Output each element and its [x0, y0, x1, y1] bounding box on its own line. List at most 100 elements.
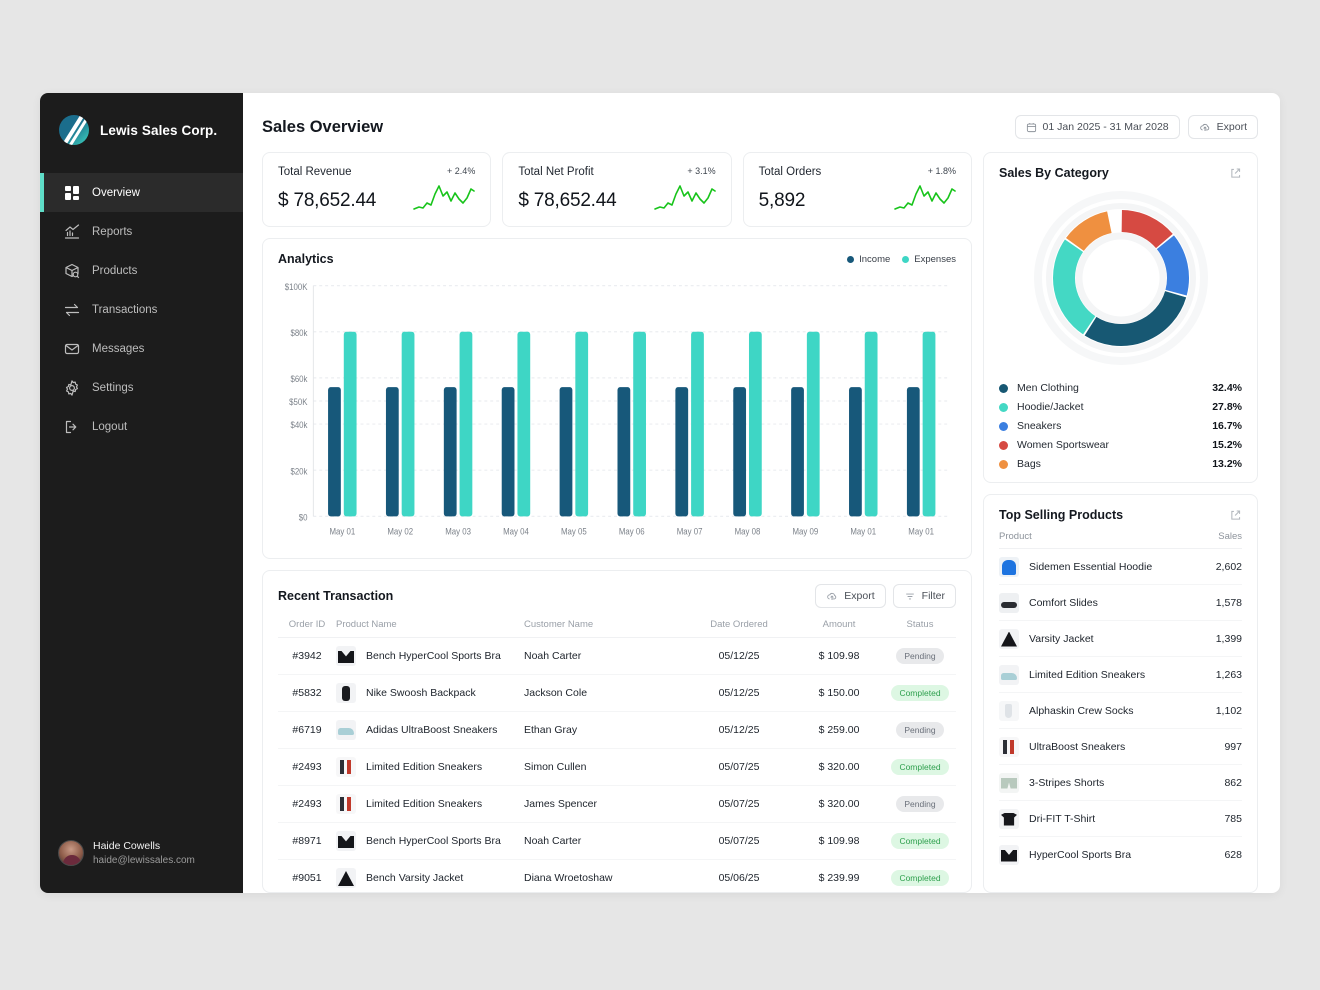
date-range-picker[interactable]: 01 Jan 2025 - 31 Mar 2028 [1014, 115, 1180, 139]
transactions-body: #3942 Bench HyperCool Sports Bra Noah Cart… [278, 637, 956, 893]
list-item[interactable]: HyperCool Sports Bra 628 [999, 837, 1242, 873]
svg-text:May 08: May 08 [735, 526, 761, 537]
date-ordered: 05/07/25 [684, 822, 794, 860]
order-id: #6719 [278, 711, 336, 749]
brand-name: Lewis Sales Corp. [100, 122, 218, 138]
svg-text:May 01: May 01 [908, 526, 934, 537]
external-link-icon[interactable] [1229, 509, 1242, 522]
export-button[interactable]: Export [1187, 115, 1258, 139]
table-row[interactable]: #3942 Bench HyperCool Sports Bra Noah Cart… [278, 637, 956, 675]
kpi-body: $ 78,652.44 [278, 182, 476, 212]
kpi-row: Total Revenue + 2.4% $ 78,652.44 Total Net … [262, 152, 972, 227]
svg-text:$100K: $100K [285, 281, 308, 292]
status-badge: Pending [896, 722, 944, 738]
sales-by-category-card: Sales By Category Men Clothing 32.4% Hoodi… [983, 152, 1258, 483]
kpi-value: $ 78,652.44 [278, 190, 377, 211]
product-cell: Alphaskin Crew Socks [999, 692, 1207, 729]
list-item[interactable]: Sidemen Essential Hoodie 2,602 [999, 548, 1242, 585]
table-row[interactable]: #2493 Limited Edition Sneakers James Spenc… [278, 785, 956, 823]
sidebar-item-messages[interactable]: Messages [40, 329, 243, 368]
dashboard-window: Lewis Sales Corp. Overview Reports Product… [40, 93, 1280, 893]
analytics-legend: Income Expenses [847, 254, 956, 265]
customer-name: Noah Carter [524, 637, 684, 675]
status-cell: Completed [884, 822, 956, 860]
sidebar-item-overview[interactable]: Overview [40, 173, 243, 212]
kpi-delta: + 1.8% [927, 166, 956, 176]
user-email: haide@lewissales.com [93, 854, 195, 866]
brand[interactable]: Lewis Sales Corp. [40, 93, 243, 167]
svg-text:$40k: $40k [290, 420, 308, 431]
recent-transactions-card: Recent Transaction Export [262, 570, 972, 893]
status-cell: Completed [884, 674, 956, 712]
transactions-export-button[interactable]: Export [815, 584, 886, 608]
legend-color-dot [999, 459, 1008, 469]
transactions-table: Order ID Product Name Customer Name Date Or… [278, 619, 956, 893]
sidebar: Lewis Sales Corp. Overview Reports Product… [40, 93, 243, 893]
status-cell: Completed [884, 859, 956, 893]
sidebar-user[interactable]: Haide Cowells haide@lewissales.com [40, 839, 243, 893]
table-row[interactable]: #5832 Nike Swoosh Backpack Jackson Cole 05/… [278, 674, 956, 712]
list-item[interactable]: Limited Edition Sneakers 1,263 [999, 656, 1242, 693]
product-name: UltraBoost Sneakers [1029, 740, 1126, 753]
list-item[interactable]: UltraBoost Sneakers 997 [999, 728, 1242, 765]
export-label: Export [1216, 121, 1247, 133]
product-name: Varsity Jacket [1029, 632, 1094, 645]
kpi-delta: + 2.4% [447, 166, 476, 176]
sidebar-item-logout[interactable]: Logout [40, 407, 243, 446]
kpi-card: Total Revenue + 2.4% $ 78,652.44 [262, 152, 492, 227]
sidebar-item-transactions[interactable]: Transactions [40, 290, 243, 329]
amount: $ 320.00 [794, 785, 884, 823]
product-cell: UltraBoost Sneakers [999, 728, 1207, 765]
transactions-title: Recent Transaction [278, 589, 394, 603]
table-row[interactable]: #6719 Adidas UltraBoost Sneakers Ethan Gra… [278, 711, 956, 749]
column-header: Order ID [278, 619, 336, 638]
table-row[interactable]: #2493 Limited Edition Sneakers Simon Culle… [278, 748, 956, 786]
table-row[interactable]: #9051 Bench Varsity Jacket Diana Wroetosha… [278, 859, 956, 893]
top-products-title: Top Selling Products [999, 508, 1124, 522]
topbar-actions: 01 Jan 2025 - 31 Mar 2028 Export [1014, 115, 1258, 139]
top-products-body: Sidemen Essential Hoodie 2,602 Comfort Sli… [999, 548, 1242, 873]
product-sales: 1,578 [1206, 584, 1242, 621]
legend-color-dot [999, 402, 1008, 412]
user-name: Haide Cowells [93, 840, 161, 853]
product-sales: 1,102 [1206, 692, 1242, 729]
sidebar-item-settings[interactable]: Settings [40, 368, 243, 407]
transactions-filter-button[interactable]: Filter [892, 584, 956, 608]
category-legend-label: Bags [1017, 458, 1041, 470]
list-item[interactable]: Comfort Slides 1,578 [999, 584, 1242, 621]
category-legend-value: 16.7% [1212, 420, 1242, 432]
transactions-header: Recent Transaction Export [278, 584, 956, 608]
sparkline-icon [413, 182, 476, 212]
external-link-icon[interactable] [1229, 167, 1242, 180]
order-id: #9051 [278, 859, 336, 893]
product-cell: 3-Stripes Shorts [999, 764, 1207, 801]
status-badge: Pending [896, 648, 944, 664]
category-header: Sales By Category [999, 166, 1242, 180]
list-item[interactable]: Varsity Jacket 1,399 [999, 620, 1242, 657]
product-name: Adidas UltraBoost Sneakers [366, 724, 498, 736]
product-thumbnail-icon [999, 844, 1019, 865]
product-name: 3-Stripes Shorts [1029, 776, 1105, 789]
amount: $ 320.00 [794, 748, 884, 786]
category-legend-value: 27.8% [1212, 401, 1242, 413]
product-cell: Comfort Slides [999, 584, 1207, 621]
product-cell: Limited Edition Sneakers [999, 656, 1207, 693]
sidebar-item-reports[interactable]: Reports [40, 212, 243, 251]
company-logo-icon [59, 115, 89, 145]
svg-text:May 09: May 09 [793, 526, 819, 537]
table-row[interactable]: #8971 Bench HyperCool Sports Bra Noah Cart… [278, 822, 956, 860]
list-item[interactable]: 3-Stripes Shorts 862 [999, 764, 1242, 801]
sidebar-item-products[interactable]: Products [40, 251, 243, 290]
kpi-card: Total Orders + 1.8% 5,892 [742, 152, 972, 227]
product-thumbnail-icon [999, 628, 1019, 649]
transfer-icon [63, 301, 80, 318]
order-id: #2493 [278, 785, 336, 823]
customer-name: Simon Cullen [524, 748, 684, 786]
list-item[interactable]: Dri-FIT T-Shirt 785 [999, 800, 1242, 837]
legend-color-dot [999, 440, 1008, 450]
donut-chart [999, 188, 1242, 368]
product-cell: Sidemen Essential Hoodie [999, 548, 1207, 585]
column-header: Sales [1206, 531, 1242, 549]
list-item[interactable]: Alphaskin Crew Socks 1,102 [999, 692, 1242, 729]
amount: $ 150.00 [794, 674, 884, 712]
